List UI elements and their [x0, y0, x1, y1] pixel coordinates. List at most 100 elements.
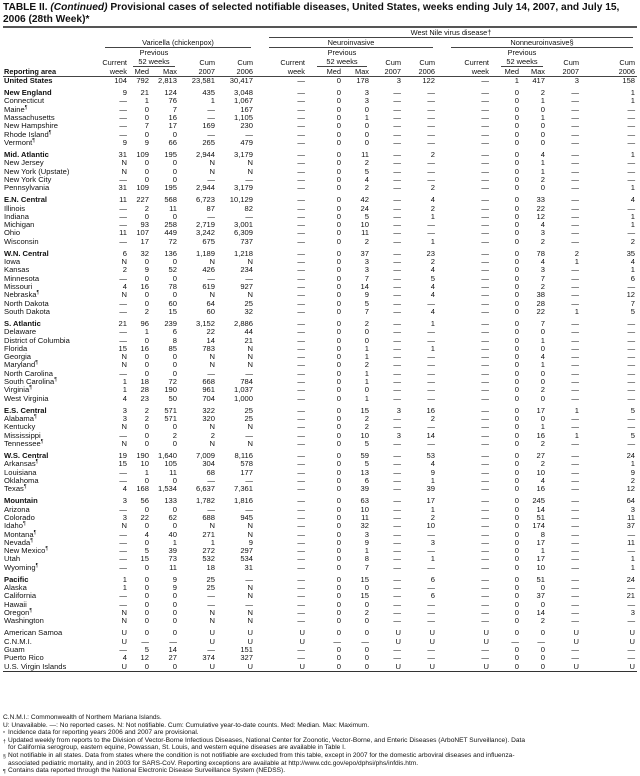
cell-value: 10 — [536, 467, 545, 477]
reporting-area: New Jersey — [4, 158, 44, 168]
reporting-area: Tennessee¶ — [3, 439, 99, 448]
reporting-area: Arkansas¶ — [3, 460, 99, 468]
cell-value: 271 — [202, 529, 215, 539]
cell-value: — — [393, 195, 401, 205]
cell-value: 1,534 — [157, 484, 177, 494]
cell-value: — — [481, 393, 489, 403]
cell-value: 258 — [164, 220, 177, 230]
cell-value: 0 — [336, 628, 341, 638]
cell-value: 7,361 — [233, 484, 253, 494]
cell-value: 0 — [514, 203, 519, 213]
cell-value: 0 — [144, 290, 149, 300]
cell-value: — — [427, 104, 435, 114]
cell-value: 2 — [540, 282, 545, 292]
cell-value: N — [247, 521, 253, 531]
table-row: South Carolina¶ 1 18 72 668 784 — 0 1 — — — 0 0 — — — [3, 377, 637, 387]
cell-value: 16 — [140, 343, 149, 353]
table-row: Iowa N 0 0 N N — 0 3 — 2 — 0 4 1 4 — [3, 257, 637, 267]
cell-value: 945 — [240, 512, 253, 522]
cell-value: 18 — [140, 377, 149, 387]
cell-value: 15 — [140, 554, 149, 564]
cell-value: 17 — [168, 121, 177, 131]
table-row: Alabama¶ 3 2 571 320 25 — 0 2 — 2 — 0 0 — — — [3, 414, 637, 424]
cell-value: — — [481, 368, 489, 378]
cell-value: 3 — [396, 405, 401, 415]
cell-value: — — [393, 360, 401, 370]
footnote-marker: ¶ — [35, 360, 38, 367]
cell-value: — — [207, 475, 215, 485]
cell-value: 2 — [364, 422, 369, 432]
cell-value: 2 — [430, 203, 435, 213]
cell-value: 0 — [172, 129, 177, 139]
cell-value: U — [247, 636, 253, 646]
cell-value: — — [571, 521, 579, 531]
cell-value: 16 — [426, 405, 435, 415]
cell-value: 688 — [202, 512, 215, 522]
reporting-area: Florida — [4, 343, 28, 353]
cell-value: 1 — [630, 211, 636, 221]
table-row: Vermont¶ 9 9 66 265 479 — 0 0 — — — 0 0 — — — [3, 137, 637, 147]
cell-value: — — [393, 104, 401, 114]
cell-value: — — [393, 149, 401, 159]
cell-value: — — [119, 112, 127, 122]
cell-value: 16 — [536, 484, 545, 494]
cell-value: 0 — [172, 607, 177, 617]
cell-value: — — [297, 352, 305, 362]
cell-value: — — [427, 121, 435, 131]
cell-value: 10 — [360, 430, 369, 440]
cell-value: — — [393, 599, 401, 609]
cell-value: — — [245, 504, 253, 514]
cell-value: 0 — [144, 257, 149, 267]
cell-value: 0 — [336, 121, 341, 131]
cell-value: 0 — [540, 628, 545, 638]
cell-value: 14 — [360, 282, 369, 292]
cell-value: 87 — [206, 203, 215, 213]
cell-value: 0 — [514, 183, 519, 193]
cell-value: 0 — [336, 360, 341, 370]
table-row: Indiana — 0 0 — — — 0 5 — 1 — 0 12 — 1 — [3, 211, 637, 221]
cell-value: N — [247, 591, 253, 601]
cell-value: — — [627, 112, 636, 122]
cell-value: — — [297, 248, 305, 258]
reporting-area: Pennsylvania — [4, 183, 50, 193]
cell-value: 961 — [202, 385, 215, 395]
cell-value: — — [481, 265, 489, 275]
cell-value: — — [297, 422, 305, 432]
cell-value: 0 — [364, 628, 369, 638]
cell-value: — — [297, 512, 305, 522]
cell-value: — — [427, 137, 435, 147]
cell-value: 1 — [430, 504, 435, 514]
table-row: American Samoa U 0 0 U U U 0 0 U U U 0 0 U U — [3, 628, 637, 638]
cell-value: — — [481, 273, 489, 283]
cell-value: N — [121, 607, 127, 617]
cell-value: N — [121, 257, 127, 267]
cell-value: — — [481, 195, 489, 205]
footnote-marker: ¶ — [30, 537, 33, 544]
cell-value: — — [571, 607, 579, 617]
cell-value: 0 — [172, 273, 177, 283]
cell-value: 0 — [144, 273, 149, 283]
cell-value: 136 — [164, 248, 177, 258]
cell-value: U — [429, 636, 435, 646]
cell-value: — — [119, 562, 127, 572]
cell-value: 17 — [536, 537, 545, 547]
table-row: Tennessee¶ N 0 0 N N — 0 5 — — — 0 2 — — — [3, 439, 637, 448]
cell-value: 40 — [168, 529, 177, 539]
cell-value: — — [481, 599, 489, 609]
cell-value: — — [571, 591, 579, 601]
cell-value: N — [209, 166, 215, 176]
cell-value: N — [247, 166, 253, 176]
cell-value: — — [481, 521, 489, 531]
cell-value: 25 — [244, 414, 253, 424]
cell-value: 0 — [336, 195, 341, 205]
cell-value: 32 — [360, 521, 369, 531]
cell-value: 4 — [430, 195, 435, 205]
reporting-area: District of Columbia — [4, 335, 70, 345]
cell-value: — — [627, 529, 636, 539]
cell-value: 0 — [336, 599, 341, 609]
cell-value: — — [119, 211, 127, 221]
table-row: Utah — 15 73 532 534 — 0 8 — 1 — 0 17 — 1 — [3, 554, 637, 564]
cell-value: — — [481, 644, 489, 654]
cell-value: — — [481, 88, 489, 98]
cell-value: 8 — [364, 554, 369, 564]
